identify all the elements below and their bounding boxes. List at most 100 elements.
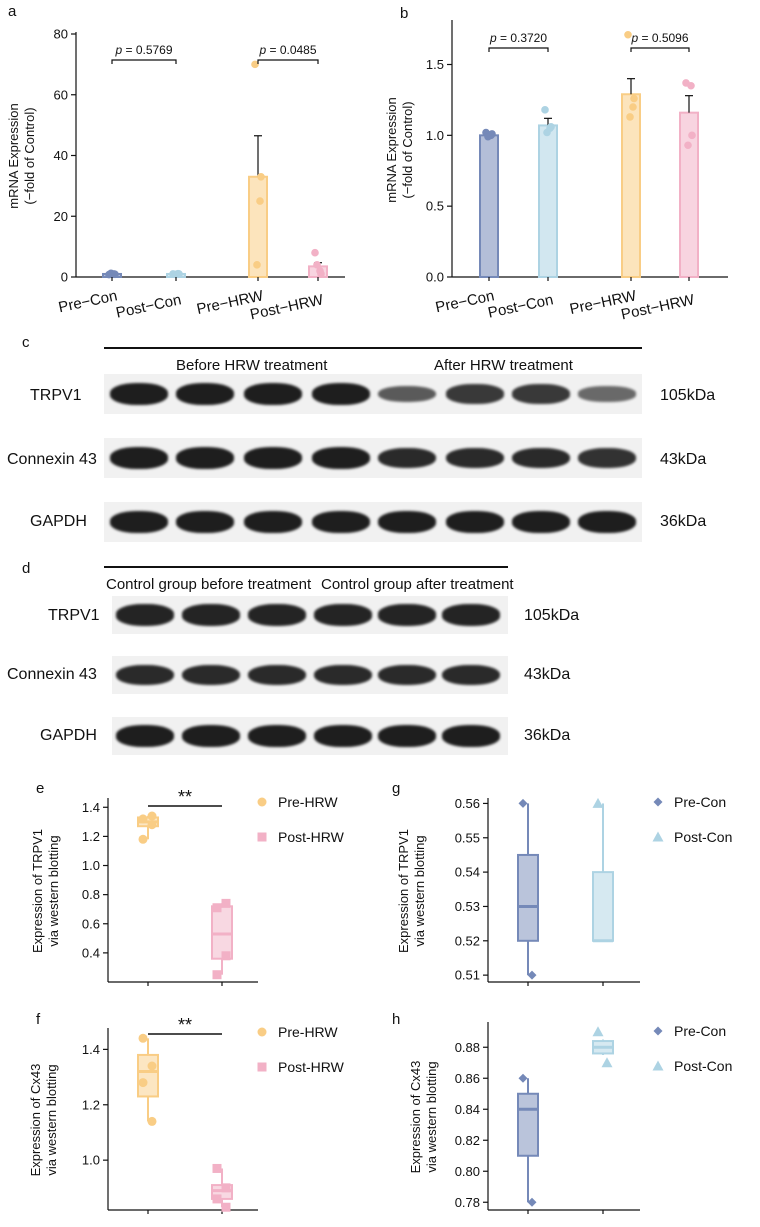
data-point xyxy=(253,261,261,269)
blot-band xyxy=(446,384,504,404)
y-tick-label: 1.0 xyxy=(426,128,444,143)
data-point xyxy=(251,60,259,69)
significance-label: ** xyxy=(178,787,192,807)
protein-label-trpv1: TRPV1 xyxy=(30,387,82,404)
data-point xyxy=(221,898,231,908)
blot-strip-gapdh xyxy=(104,502,642,542)
data-point xyxy=(147,1061,157,1071)
bar xyxy=(479,134,499,278)
blot-band xyxy=(110,511,168,533)
significance-label: ** xyxy=(178,1015,192,1035)
data-point xyxy=(684,141,692,150)
data-point xyxy=(212,903,222,913)
size-label-trpv1: 105kDa xyxy=(660,387,716,404)
y-tick-label: 1.4 xyxy=(82,1042,100,1057)
data-point xyxy=(256,197,264,205)
y-axis-label: mRNA Expression xyxy=(384,97,399,202)
data-point xyxy=(175,270,183,278)
data-point xyxy=(687,81,695,90)
legend-label: Post-HRW xyxy=(278,829,345,845)
y-axis-label: Expression of Cx43 xyxy=(28,1064,43,1177)
blot-band xyxy=(248,664,306,686)
blot-panel-c: c Before HRW treatment After HRW treatme… xyxy=(0,330,760,545)
y-tick-label: 0.54 xyxy=(455,865,480,880)
blot-band xyxy=(182,604,240,626)
size-label-connexin43: 43kDa xyxy=(524,666,571,683)
legend-label: Pre-HRW xyxy=(278,794,338,810)
blot-strip-gapdh xyxy=(112,717,508,755)
blot-band xyxy=(378,664,436,686)
y-axis-label: Expression of Cx43 xyxy=(408,1061,423,1174)
y-tick-label: 0.51 xyxy=(455,968,480,983)
data-point xyxy=(313,261,321,269)
x-tick-label: Pre−Con xyxy=(434,287,496,316)
blot-band xyxy=(110,447,168,469)
blot-strip-connexin43 xyxy=(104,438,642,478)
significance-bracket xyxy=(488,47,549,52)
blot-band xyxy=(378,511,436,533)
data-point xyxy=(630,94,638,103)
y-axis-label: mRNA Expression xyxy=(6,103,21,208)
y-tick-label: 0.56 xyxy=(455,796,480,811)
data-point xyxy=(624,30,632,39)
x-tick-label: Post−Con xyxy=(486,291,554,321)
y-tick-label: 40 xyxy=(54,148,68,163)
protein-label-gapdh: GAPDH xyxy=(40,727,97,744)
blot-band xyxy=(116,664,174,686)
size-label-trpv1: 105kDa xyxy=(524,607,580,624)
blot-band xyxy=(248,725,306,747)
blot-band xyxy=(442,604,500,626)
data-point xyxy=(311,248,319,257)
legend-label: Pre-Con xyxy=(674,794,726,810)
y-tick-label: 1.2 xyxy=(82,829,100,844)
legend-marker xyxy=(257,1062,267,1072)
panel-letter-c: c xyxy=(22,334,30,351)
blot-band xyxy=(578,511,636,533)
data-point xyxy=(592,1026,604,1037)
legend-marker xyxy=(257,832,267,842)
blot-band xyxy=(378,385,436,403)
data-point xyxy=(221,951,231,961)
y-tick-label: 0.5 xyxy=(426,199,444,214)
blot-band xyxy=(578,447,636,469)
data-point xyxy=(138,1033,148,1043)
blot-band xyxy=(314,725,372,747)
x-tick-label: Post−Con xyxy=(114,291,182,321)
blot-band xyxy=(512,511,570,533)
y-tick-label: 1.0 xyxy=(82,858,100,873)
blot-band xyxy=(512,384,570,404)
blot-band xyxy=(312,511,370,533)
blot-band xyxy=(244,447,302,469)
y-tick-label: 0.78 xyxy=(455,1195,480,1210)
data-point xyxy=(518,798,528,808)
y-axis-label: via western blotting xyxy=(46,835,61,946)
blot-band xyxy=(116,725,174,747)
significance-bracket xyxy=(630,47,690,52)
y-tick-label: 0.55 xyxy=(455,830,480,845)
blot-band xyxy=(442,725,500,747)
size-label-gapdh: 36kDa xyxy=(660,513,707,530)
data-point xyxy=(138,1078,148,1088)
p-value-label: p = 0.0485 xyxy=(258,43,316,57)
data-point xyxy=(138,834,148,844)
data-point xyxy=(629,103,637,111)
data-point xyxy=(147,820,157,830)
data-point xyxy=(626,113,634,121)
panel-letter-d: d xyxy=(22,560,31,577)
legend-label: Pre-HRW xyxy=(278,1024,338,1040)
size-label-connexin43: 43kDa xyxy=(660,451,707,468)
legend-marker xyxy=(257,797,267,807)
data-point xyxy=(688,131,696,140)
blot-band xyxy=(312,383,370,405)
blot-band xyxy=(446,511,504,533)
y-axis-label: (−fold of Control) xyxy=(400,101,415,198)
y-tick-label: 0.0 xyxy=(426,270,444,285)
panel-letter: e xyxy=(36,780,44,797)
y-tick-label: 0.52 xyxy=(455,933,480,948)
legend-marker xyxy=(652,1060,664,1071)
bar xyxy=(621,93,641,278)
data-point xyxy=(212,1194,222,1204)
bar xyxy=(538,124,558,278)
y-tick-label: 20 xyxy=(54,209,68,224)
blot-band xyxy=(314,664,372,686)
